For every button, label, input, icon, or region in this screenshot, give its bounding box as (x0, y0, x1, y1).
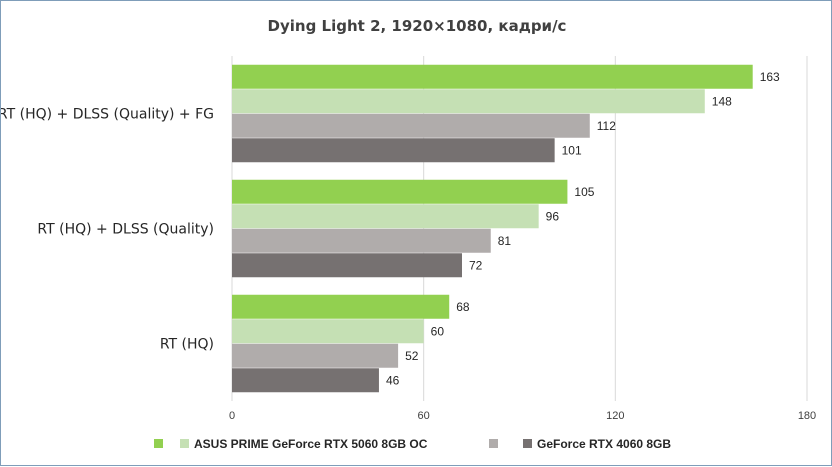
bar (232, 138, 555, 163)
data-label: 81 (498, 234, 512, 248)
data-label: 60 (431, 324, 445, 338)
category-label: RT (HQ) + DLSS (Quality) (37, 222, 214, 238)
legend-swatch (180, 439, 189, 448)
x-tick-label: 0 (229, 410, 235, 422)
x-tick-label: 180 (798, 410, 816, 422)
data-label: 68 (456, 300, 470, 314)
category-label: RT (HQ) (160, 337, 214, 353)
category-label: RT (HQ) + DLSS (Quality) + FG (1, 107, 214, 123)
data-label: 112 (597, 119, 616, 133)
bar (232, 294, 450, 319)
bar (232, 89, 705, 114)
data-label: 96 (546, 209, 560, 223)
bar (232, 253, 462, 278)
x-tick-label: 120 (606, 410, 624, 422)
data-label: 148 (712, 94, 732, 108)
bars (232, 64, 753, 393)
legend-swatch (154, 439, 163, 448)
grid (231, 56, 808, 401)
legend-swatch (523, 439, 532, 448)
bar (232, 228, 491, 253)
bar (232, 204, 539, 229)
bar (232, 368, 379, 393)
x-axis-ticks: 0 60 120 180 (229, 410, 816, 422)
data-label: 163 (760, 70, 780, 84)
data-label: 72 (469, 258, 483, 272)
legend-label: GeForce RTX 4060 8GB (537, 437, 671, 451)
category-labels: RT (HQ) + DLSS (Quality) + FG RT (HQ) + D… (1, 107, 214, 353)
data-label: 52 (405, 349, 419, 363)
data-labels: 163 148 112 101 105 96 81 72 68 60 52 46 (386, 70, 780, 388)
legend-swatch (489, 439, 498, 448)
bar (232, 343, 399, 368)
legend-label: ASUS PRIME GeForce RTX 5060 8GB OC (194, 437, 428, 451)
bar (232, 179, 568, 204)
chart-title: Dying Light 2, 1920×1080, кадри/с (268, 17, 567, 35)
data-label: 105 (574, 185, 594, 199)
x-tick-label: 60 (418, 410, 430, 422)
data-label: 46 (386, 373, 400, 387)
legend: ASUS PRIME GeForce RTX 5060 8GB OC GeForc… (154, 437, 671, 451)
bar (232, 113, 590, 138)
bar (232, 319, 424, 344)
bar (232, 64, 753, 89)
data-label: 101 (562, 143, 582, 157)
